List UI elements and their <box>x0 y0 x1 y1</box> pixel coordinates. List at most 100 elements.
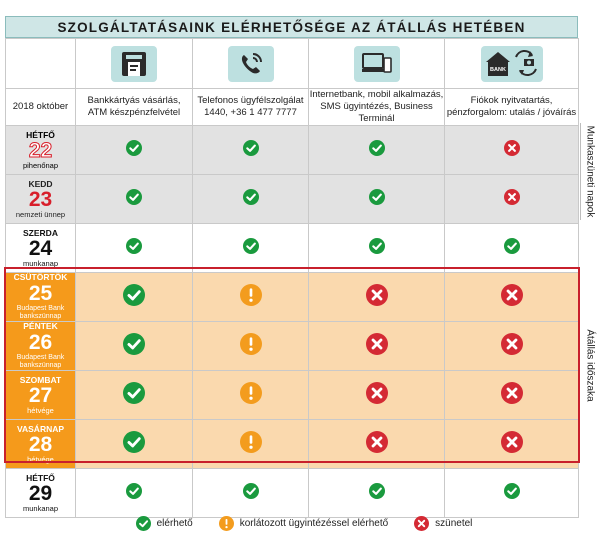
status-cell <box>192 223 309 273</box>
day-cell: VASÁRNAP 28 hétvége <box>5 419 76 469</box>
check-icon <box>123 381 145 404</box>
day-type: Budapest Bank <box>16 304 65 312</box>
side-label-transition: Átállás időszaka <box>584 328 596 402</box>
status-cell <box>444 370 579 420</box>
side-label-holidays: Munkaszüneti napok <box>584 125 596 218</box>
status-cell <box>308 125 445 175</box>
day-name: VASÁRNAP <box>16 423 65 434</box>
exclamation-icon <box>239 381 262 404</box>
status-cell <box>192 321 309 371</box>
status-cell <box>308 468 445 518</box>
day-cell: KEDD 23 nemzeti ünnep <box>5 174 76 224</box>
day-number: 22 <box>28 139 53 162</box>
exclamation-icon <box>239 430 262 453</box>
check-icon <box>126 237 142 254</box>
day-number: 24 <box>28 237 53 260</box>
status-cell <box>444 321 579 371</box>
check-icon <box>135 515 151 531</box>
status-cell <box>75 125 193 175</box>
day-cell: SZOMBAT 27 hétvége <box>5 370 76 420</box>
icon-cell: BANK <box>444 38 579 89</box>
day-type: hétvége <box>27 455 54 464</box>
side-divider <box>580 123 581 220</box>
check-icon <box>126 139 142 156</box>
check-icon <box>242 237 259 254</box>
day-row: HÉTFŐ 22 pihenőnap <box>5 125 579 175</box>
day-row: SZOMBAT 27 hétvége <box>5 370 579 420</box>
availability-table: BANK 2018 október Bankkártyás vásárlás, A… <box>5 38 579 518</box>
day-type: hétvége <box>27 406 54 415</box>
exclamation-icon <box>218 515 234 531</box>
day-row: HÉTFŐ 29 munkanap <box>5 468 579 518</box>
check-icon <box>123 430 145 453</box>
icon-cell <box>75 38 193 89</box>
phone-icon <box>227 45 274 82</box>
cross-icon <box>414 515 430 531</box>
day-number: 26 <box>28 330 53 354</box>
day-row: SZERDA 24 munkanap <box>5 223 579 273</box>
status-cell <box>75 174 193 224</box>
day-cell: HÉTFŐ 29 munkanap <box>5 468 76 518</box>
status-cell <box>444 419 579 469</box>
check-icon <box>126 188 142 205</box>
status-cell <box>308 223 445 273</box>
day-cell: SZERDA 24 munkanap <box>5 223 76 273</box>
check-icon <box>368 188 385 205</box>
bank-branch-icon: BANK <box>480 45 543 82</box>
day-name: HÉTFŐ <box>26 129 55 140</box>
status-cell <box>192 419 309 469</box>
status-cell <box>444 125 579 175</box>
day-row: VASÁRNAP 28 hétvége <box>5 419 579 469</box>
status-cell <box>308 370 445 420</box>
day-number: 27 <box>28 384 53 407</box>
status-cell <box>308 272 445 322</box>
day-name: PÉNTEK <box>23 321 58 332</box>
status-cell <box>75 223 193 273</box>
check-icon <box>123 283 145 306</box>
exclamation-icon <box>239 283 262 306</box>
status-cell <box>444 174 579 224</box>
status-cell <box>444 223 579 273</box>
status-cell <box>192 468 309 518</box>
status-cell <box>308 321 445 371</box>
day-type: pihenőnap <box>22 161 59 170</box>
check-icon <box>503 482 520 499</box>
day-type-2: bankszünnap <box>19 312 62 320</box>
status-cell <box>75 419 193 469</box>
legend-item-closed: szünetel <box>414 515 472 531</box>
day-row: PÉNTEK 26 Budapest Bank bankszünnap <box>5 321 579 371</box>
status-cell <box>75 321 193 371</box>
check-icon <box>242 482 259 499</box>
day-cell: CSÜTÖRTÖK 25 Budapest Bank bankszünnap <box>5 272 76 322</box>
computer-mobile-icon <box>353 45 400 82</box>
day-number: 23 <box>28 188 53 211</box>
status-cell <box>444 272 579 322</box>
legend: elérhető korlátozott ügyintézéssel elérh… <box>0 512 608 534</box>
day-name: SZERDA <box>23 227 58 238</box>
day-cell: HÉTFŐ 22 pihenőnap <box>5 125 76 175</box>
cross-icon <box>365 430 388 453</box>
cross-icon <box>503 188 520 205</box>
status-cell <box>192 272 309 322</box>
day-number: 25 <box>28 281 53 305</box>
exclamation-icon <box>239 332 262 355</box>
check-icon <box>242 188 259 205</box>
bank-icon-text: BANK <box>490 67 506 73</box>
page-title: SZOLGÁLTATÁSAINK ELÉRHETŐSÉGE AZ ÁTÁLLÁS… <box>5 16 578 38</box>
status-cell <box>75 272 193 322</box>
day-type: Budapest Bank <box>16 353 65 361</box>
column-header: Bankkártyás vásárlás, ATM készpénzfelvéte… <box>75 88 193 126</box>
check-icon <box>503 237 520 254</box>
column-header: Fiókok nyitvatartás, pénzforgalom: utalás… <box>444 88 579 126</box>
icon-cell <box>308 38 445 89</box>
status-cell <box>192 370 309 420</box>
day-type: nemzeti ünnep <box>15 210 66 219</box>
check-icon <box>126 482 142 499</box>
check-icon <box>368 237 385 254</box>
legend-item-ok: elérhető <box>135 515 193 531</box>
legend-item-limited: korlátozott ügyintézéssel elérhető <box>218 515 388 531</box>
day-cell: PÉNTEK 26 Budapest Bank bankszünnap <box>5 321 76 371</box>
status-cell <box>308 419 445 469</box>
day-number: 28 <box>28 433 53 456</box>
day-row: KEDD 23 nemzeti ünnep <box>5 174 579 224</box>
